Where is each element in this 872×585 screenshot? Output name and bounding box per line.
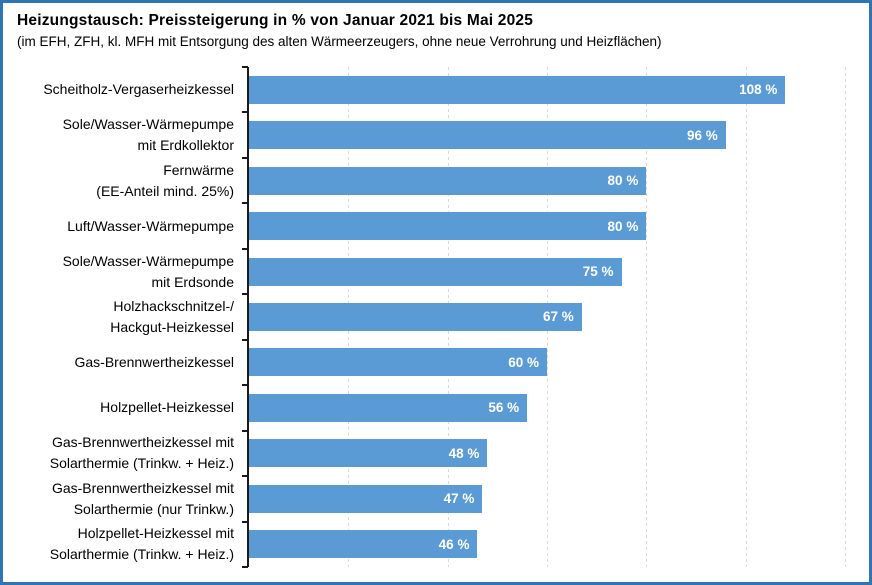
axis-tick xyxy=(242,66,248,68)
bar-cell: 47 % xyxy=(249,484,845,513)
y-axis-line xyxy=(247,67,249,567)
bar-cell: 80 % xyxy=(249,166,845,195)
value-label: 67 % xyxy=(542,309,574,325)
chart-header: Heizungstausch: Preissteigerung in % von… xyxy=(3,3,869,51)
chart-row: Luft/Wasser-Wärmepumpe 80 % xyxy=(3,203,869,248)
axis-tick xyxy=(242,202,248,205)
axis-tick xyxy=(242,520,248,523)
chart-subtitle: (im EFH, ZFH, kl. MFH mit Entsorgung des… xyxy=(17,34,662,49)
bar-cell: 67 % xyxy=(249,302,845,331)
category-label: Luft/Wasser-Wärmepumpe xyxy=(67,217,234,234)
axis-tick xyxy=(242,111,248,114)
chart-row: Holzpellet-Heizkessel 56 % xyxy=(3,385,869,430)
bar: 80 % xyxy=(249,212,647,241)
bar: 75 % xyxy=(249,257,622,286)
value-label: 108 % xyxy=(739,82,778,98)
category-label: Sole/Wasser-Wärmepumpe mit Erdsonde xyxy=(62,252,234,290)
bar-cell: 56 % xyxy=(249,393,845,422)
bar-cell: 46 % xyxy=(249,530,845,559)
bar-cell: 108 % xyxy=(249,75,845,104)
axis-tick xyxy=(242,338,248,341)
value-label: 96 % xyxy=(687,127,718,143)
bar-cell: 75 % xyxy=(249,257,845,286)
bar: 60 % xyxy=(249,348,547,377)
gridline-80 xyxy=(646,67,648,567)
value-label: 47 % xyxy=(443,491,475,507)
value-label: 56 % xyxy=(488,400,520,416)
value-label: 75 % xyxy=(582,264,614,280)
bar-cell: 48 % xyxy=(249,439,845,468)
category-label: Sole/Wasser-Wärmepumpe mit Erdkollektor xyxy=(62,116,234,154)
axis-tick xyxy=(242,566,248,568)
value-label: 46 % xyxy=(438,536,470,552)
axis-tick xyxy=(242,156,248,159)
chart-title: Heizungstausch: Preissteigerung in % von… xyxy=(17,12,534,29)
bar: 67 % xyxy=(249,302,582,331)
gridline-120 xyxy=(845,67,846,567)
category-label: Gas-Brennwertheizkessel xyxy=(74,353,234,370)
chart-row: Sole/Wasser-Wärmepumpe mit Erdkollektor 9… xyxy=(3,112,869,157)
category-label: Holzpellet-Heizkessel xyxy=(100,399,234,416)
chart-rows: Scheitholz-Vergaserheizkessel 108 % Sole/W… xyxy=(3,67,869,567)
category-label: Scheitholz-Vergaserheizkessel xyxy=(43,81,234,98)
gridline-100 xyxy=(745,67,747,567)
chart-row: Scheitholz-Vergaserheizkessel 108 % xyxy=(3,67,869,112)
category-label: Gas-Brennwertheizkessel mit Solarthermie… xyxy=(51,479,234,517)
bar: 96 % xyxy=(249,121,726,150)
axis-tick xyxy=(242,293,248,296)
category-label: Gas-Brennwertheizkessel mit Solarthermie… xyxy=(49,434,234,472)
bar: 48 % xyxy=(249,439,488,468)
bar-cell: 60 % xyxy=(249,348,845,377)
bar: 80 % xyxy=(249,166,647,195)
bar-cell: 80 % xyxy=(249,212,845,241)
category-label: Fernwärme (EE-Anteil mind. 25%) xyxy=(96,161,234,199)
chart-row: Gas-Brennwertheizkessel mit Solarthermie… xyxy=(3,476,869,521)
chart-row: Holzhackschnitzel-/ Hackgut-Heizkessel 67… xyxy=(3,294,869,339)
value-label: 48 % xyxy=(448,445,480,461)
bar: 108 % xyxy=(249,75,786,104)
chart-row: Sole/Wasser-Wärmepumpe mit Erdsonde 75 % xyxy=(3,249,869,294)
category-label: Holzhackschnitzel-/ Hackgut-Heizkessel xyxy=(110,297,234,335)
category-label: Holzpellet-Heizkessel mit Solarthermie (… xyxy=(49,525,234,563)
chart-row: Holzpellet-Heizkessel mit Solarthermie (… xyxy=(3,522,869,567)
bar: 47 % xyxy=(249,484,483,513)
bar: 56 % xyxy=(249,393,528,422)
bar: 46 % xyxy=(249,530,478,559)
value-label: 80 % xyxy=(607,218,639,234)
chart-row: Gas-Brennwertheizkessel 60 % xyxy=(3,340,869,385)
bar-chart: Scheitholz-Vergaserheizkessel 108 % Sole/W… xyxy=(3,66,869,568)
value-label: 80 % xyxy=(607,173,639,189)
axis-tick xyxy=(242,429,248,432)
chart-row: Fernwärme (EE-Anteil mind. 25%) 80 % xyxy=(3,158,869,203)
axis-tick xyxy=(242,475,248,478)
axis-tick xyxy=(242,247,248,250)
bar-cell: 96 % xyxy=(249,121,845,150)
axis-tick xyxy=(242,384,248,387)
chart-row: Gas-Brennwertheizkessel mit Solarthermie… xyxy=(3,431,869,476)
value-label: 60 % xyxy=(508,354,539,370)
